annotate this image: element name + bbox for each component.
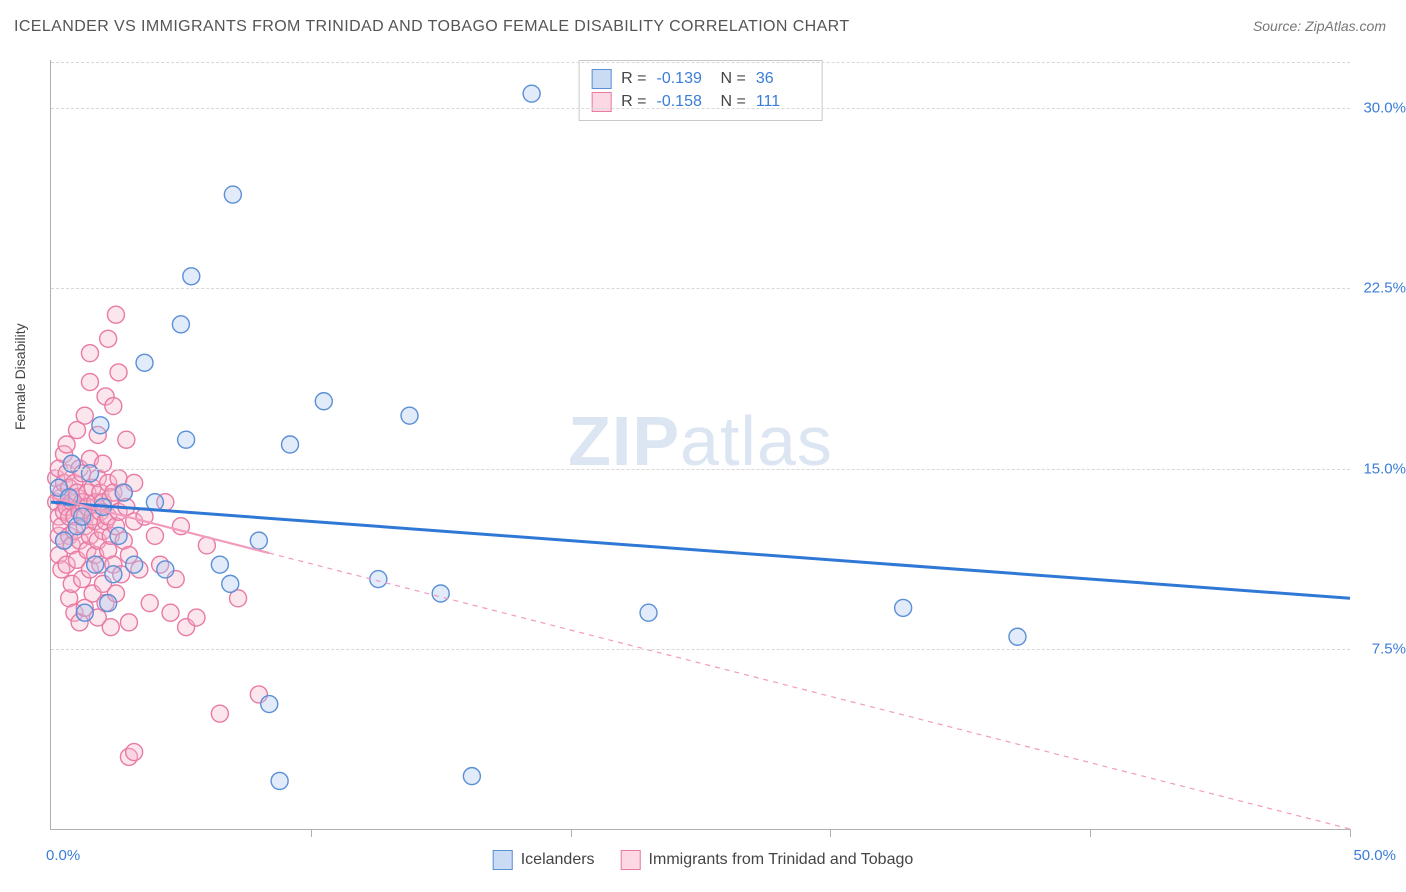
data-point	[224, 186, 241, 203]
n-value: 36	[756, 70, 810, 88]
swatch-icon	[591, 69, 611, 89]
data-point	[105, 398, 122, 415]
data-point	[118, 431, 135, 448]
plot-area: ZIPatlas R = -0.139 N = 36 R = -0.158 N …	[50, 60, 1350, 830]
legend-item: Immigrants from Trinidad and Tobago	[621, 850, 914, 870]
data-point	[183, 268, 200, 285]
data-point	[271, 772, 288, 789]
data-point	[55, 532, 72, 549]
x-tick	[1350, 829, 1351, 837]
r-value: -0.139	[657, 70, 711, 88]
data-point	[110, 527, 127, 544]
x-tick	[1090, 829, 1091, 837]
x-tick	[830, 829, 831, 837]
data-point	[100, 595, 117, 612]
correlation-chart: ICELANDER VS IMMIGRANTS FROM TRINIDAD AN…	[0, 0, 1406, 892]
data-point	[315, 393, 332, 410]
r-label: R =	[621, 70, 646, 88]
x-max-label: 50.0%	[1353, 847, 1396, 864]
data-point	[211, 705, 228, 722]
legend-stats: R = -0.139 N = 36 R = -0.158 N = 111	[578, 60, 823, 121]
swatch-icon	[493, 850, 513, 870]
data-point	[222, 575, 239, 592]
data-point	[172, 316, 189, 333]
data-point	[370, 571, 387, 588]
data-point	[523, 85, 540, 102]
gridline	[51, 108, 1350, 109]
data-point	[1009, 628, 1026, 645]
data-point	[178, 431, 195, 448]
source-attribution: Source: ZipAtlas.com	[1253, 18, 1386, 34]
y-tick-label: 15.0%	[1363, 460, 1406, 477]
data-point	[157, 561, 174, 578]
data-point	[141, 595, 158, 612]
swatch-icon	[621, 850, 641, 870]
gridline	[51, 649, 1350, 650]
data-point	[261, 696, 278, 713]
gridline	[51, 469, 1350, 470]
data-point	[74, 508, 91, 525]
data-point	[92, 417, 109, 434]
data-point	[105, 566, 122, 583]
trend-line	[51, 502, 1350, 598]
data-point	[58, 436, 75, 453]
data-point	[162, 604, 179, 621]
data-point	[432, 585, 449, 602]
data-point	[63, 455, 80, 472]
data-point	[188, 609, 205, 626]
data-point	[107, 306, 124, 323]
data-point	[211, 556, 228, 573]
data-point	[146, 527, 163, 544]
legend-item: Icelanders	[493, 850, 595, 870]
gridline	[51, 288, 1350, 289]
x-origin-label: 0.0%	[46, 847, 80, 864]
legend-label: Immigrants from Trinidad and Tobago	[649, 851, 914, 869]
legend-label: Icelanders	[521, 851, 595, 869]
data-point	[282, 436, 299, 453]
n-label: N =	[721, 70, 746, 88]
data-point	[102, 619, 119, 636]
gridline	[51, 62, 1350, 63]
data-point	[110, 364, 127, 381]
x-tick	[311, 829, 312, 837]
data-point	[100, 330, 117, 347]
data-point	[76, 407, 93, 424]
legend-stats-row: R = -0.139 N = 36	[591, 69, 810, 89]
data-point	[81, 465, 98, 482]
y-tick-label: 7.5%	[1372, 640, 1406, 657]
data-point	[463, 768, 480, 785]
x-tick	[571, 829, 572, 837]
trend-line-dashed	[269, 553, 1350, 829]
y-tick-label: 22.5%	[1363, 280, 1406, 297]
data-point	[136, 354, 153, 371]
data-point	[115, 484, 132, 501]
data-point	[76, 604, 93, 621]
plot-svg	[51, 60, 1350, 829]
data-point	[640, 604, 657, 621]
data-point	[81, 345, 98, 362]
data-point	[250, 532, 267, 549]
y-tick-label: 30.0%	[1363, 100, 1406, 117]
data-point	[126, 744, 143, 761]
data-point	[87, 556, 104, 573]
legend-series: Icelanders Immigrants from Trinidad and …	[493, 850, 914, 870]
data-point	[120, 614, 137, 631]
data-point	[401, 407, 418, 424]
data-point	[81, 374, 98, 391]
data-point	[126, 556, 143, 573]
y-axis-label: Female Disability	[12, 323, 28, 430]
data-point	[895, 599, 912, 616]
chart-title: ICELANDER VS IMMIGRANTS FROM TRINIDAD AN…	[14, 18, 850, 36]
